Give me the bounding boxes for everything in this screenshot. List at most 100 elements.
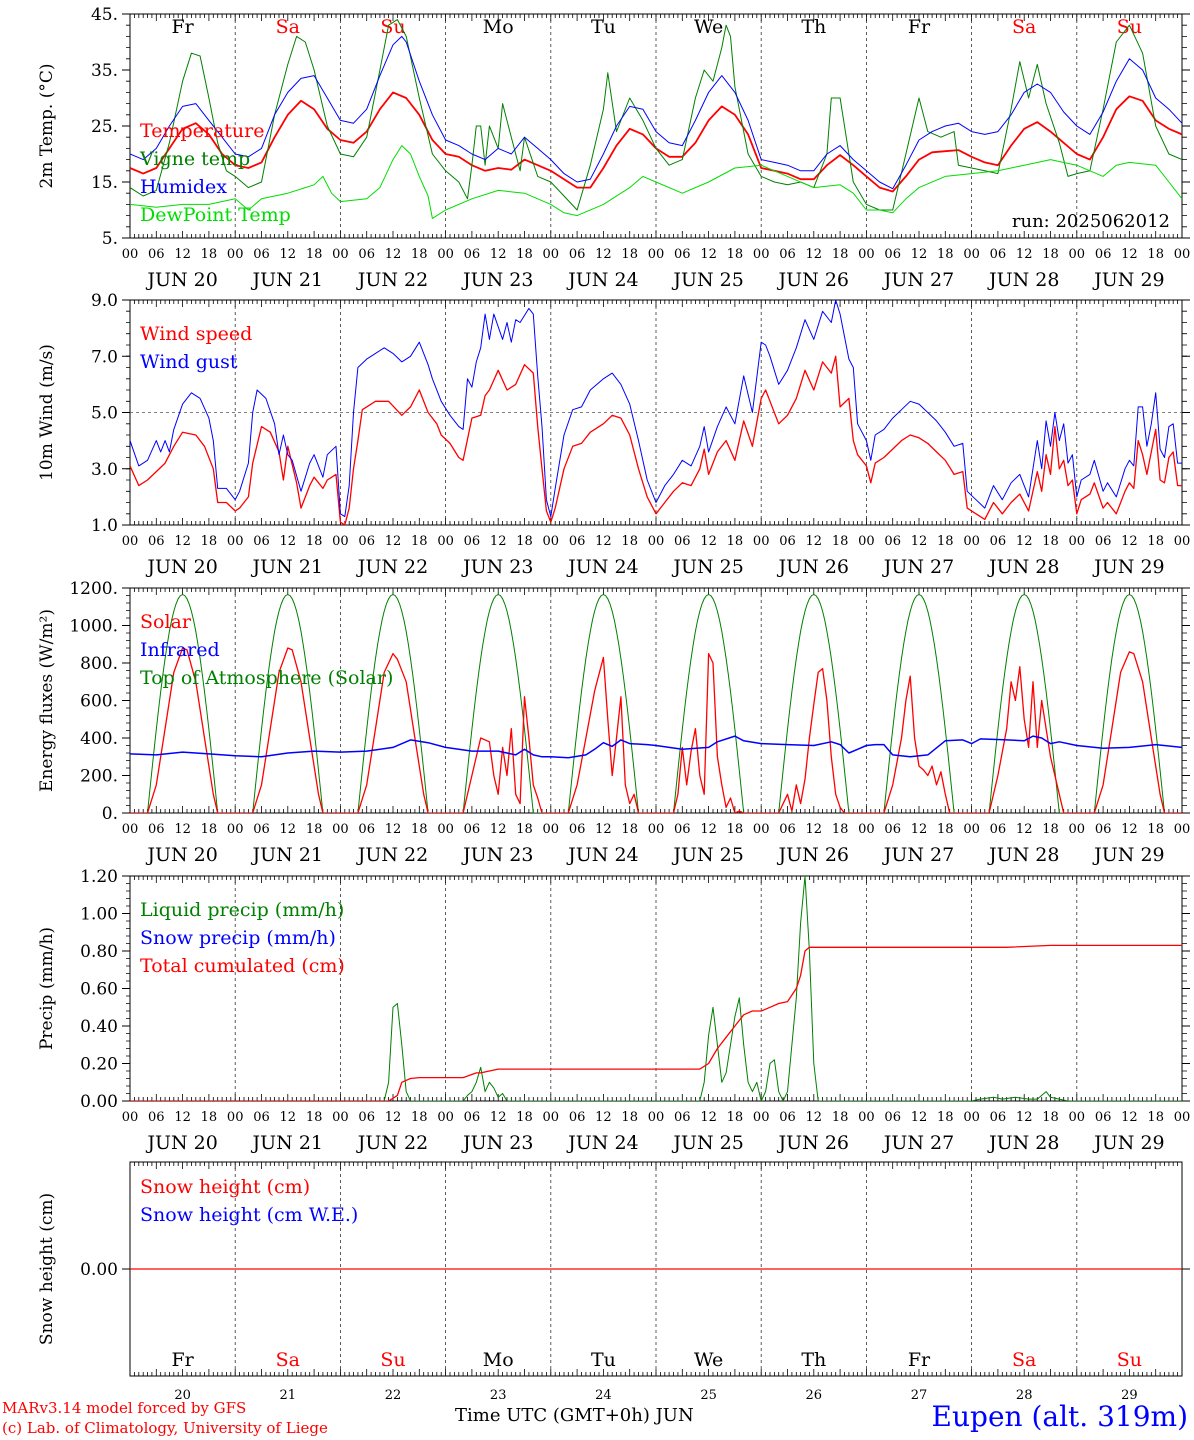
hour-tick-label: 12 bbox=[174, 534, 191, 549]
hour-tick-label: 18 bbox=[411, 822, 428, 837]
y-tick-label: 9.0 bbox=[91, 291, 118, 311]
hour-tick-label: 06 bbox=[990, 1110, 1007, 1125]
hour-tick-label: 06 bbox=[253, 1110, 270, 1125]
day-name: Tu bbox=[591, 16, 616, 38]
hour-tick-label: 12 bbox=[806, 1110, 823, 1125]
hour-tick-label: 18 bbox=[1042, 247, 1059, 262]
day-number: 24 bbox=[595, 1388, 612, 1403]
date-label: JUN 27 bbox=[882, 844, 954, 866]
y-axis-label: Precip (mm/h) bbox=[37, 927, 57, 1050]
date-label: JUN 20 bbox=[145, 1132, 217, 1154]
hour-tick-label: 18 bbox=[621, 822, 638, 837]
hour-tick-label: 00 bbox=[1174, 822, 1191, 837]
y-tick-label: 0.00 bbox=[80, 1260, 118, 1280]
hour-tick-label: 00 bbox=[1069, 247, 1086, 262]
series-line-dewpoint-temp bbox=[130, 145, 1182, 219]
hour-tick-label: 12 bbox=[490, 534, 507, 549]
date-label: JUN 22 bbox=[356, 1132, 428, 1154]
day-name: Mo bbox=[483, 1349, 514, 1371]
hour-tick-label: 00 bbox=[437, 247, 454, 262]
hour-tick-label: 06 bbox=[464, 1110, 481, 1125]
day-name: Tu bbox=[591, 1349, 616, 1371]
y-tick-label: 3.0 bbox=[91, 460, 118, 480]
hour-tick-label: 06 bbox=[884, 822, 901, 837]
hour-tick-label: 00 bbox=[1174, 1110, 1191, 1125]
hour-tick-label: 12 bbox=[595, 534, 612, 549]
date-label: JUN 28 bbox=[987, 844, 1059, 866]
plot-frame bbox=[129, 587, 1183, 814]
date-label: JUN 25 bbox=[671, 556, 743, 578]
hour-tick-label: 18 bbox=[1042, 822, 1059, 837]
date-label: JUN 28 bbox=[987, 1132, 1059, 1154]
date-label: JUN 29 bbox=[1092, 556, 1164, 578]
y-tick-label: 7.0 bbox=[91, 347, 118, 367]
panel-2: 1.0 3.0 5.0 7.0 9.0 10m Wind (m/s) 00 06 12 18 JUN… bbox=[37, 291, 1190, 578]
date-label: JUN 26 bbox=[777, 269, 849, 291]
day-name: Sa bbox=[1012, 16, 1036, 38]
date-label: JUN 26 bbox=[777, 1132, 849, 1154]
day-name: Su bbox=[1117, 1349, 1142, 1371]
date-label: JUN 20 bbox=[145, 844, 217, 866]
hour-tick-label: 18 bbox=[516, 1110, 533, 1125]
hour-tick-label: 18 bbox=[516, 534, 533, 549]
date-label: JUN 24 bbox=[566, 1132, 638, 1154]
hour-tick-label: 12 bbox=[1121, 1110, 1138, 1125]
date-label: JUN 25 bbox=[671, 1132, 743, 1154]
hour-tick-label: 06 bbox=[253, 534, 270, 549]
series-line-vigne-temp bbox=[130, 19, 1182, 211]
hour-tick-label: 00 bbox=[122, 247, 139, 262]
date-label: JUN 27 bbox=[882, 1132, 954, 1154]
hour-tick-label: 18 bbox=[727, 534, 744, 549]
hour-tick-label: 12 bbox=[700, 534, 717, 549]
hour-tick-label: 00 bbox=[227, 822, 244, 837]
hour-tick-label: 12 bbox=[1016, 534, 1033, 549]
hour-tick-label: 00 bbox=[437, 1110, 454, 1125]
hour-tick-label: 12 bbox=[806, 534, 823, 549]
y-tick-label: 15. bbox=[91, 173, 118, 193]
hour-tick-label: 06 bbox=[674, 247, 691, 262]
hour-tick-label: 06 bbox=[990, 247, 1007, 262]
hour-tick-label: 00 bbox=[122, 534, 139, 549]
date-label: JUN 29 bbox=[1092, 844, 1164, 866]
day-name: Fr bbox=[171, 1349, 194, 1371]
hour-tick-label: 18 bbox=[201, 1110, 218, 1125]
hour-tick-label: 18 bbox=[306, 247, 323, 262]
day-name: Fr bbox=[908, 16, 931, 38]
hour-tick-label: 12 bbox=[911, 247, 928, 262]
hour-tick-label: 12 bbox=[385, 822, 402, 837]
hour-tick-label: 12 bbox=[280, 822, 297, 837]
hour-tick-label: 06 bbox=[1095, 822, 1112, 837]
day-name: Th bbox=[801, 1349, 826, 1371]
hour-tick-label: 18 bbox=[937, 822, 954, 837]
y-axis-label: 10m Wind (m/s) bbox=[37, 344, 57, 481]
date-label: JUN 24 bbox=[566, 844, 638, 866]
hour-tick-label: 06 bbox=[884, 1110, 901, 1125]
day-number: 23 bbox=[490, 1388, 507, 1403]
day-name: Su bbox=[380, 1349, 405, 1371]
hour-tick-label: 00 bbox=[437, 822, 454, 837]
series-line-solar bbox=[130, 647, 1182, 813]
hour-tick-label: 18 bbox=[306, 822, 323, 837]
y-tick-label: 1200. bbox=[69, 579, 118, 599]
date-label: JUN 22 bbox=[356, 556, 428, 578]
hour-tick-label: 06 bbox=[779, 534, 796, 549]
hour-tick-label: 12 bbox=[490, 247, 507, 262]
y-tick-label: 1.20 bbox=[80, 867, 118, 887]
date-label: JUN 22 bbox=[356, 844, 428, 866]
day-name: We bbox=[694, 16, 723, 38]
hour-tick-label: 06 bbox=[779, 822, 796, 837]
time-axis-label: Time UTC (GMT+0h) JUN bbox=[455, 1405, 694, 1426]
hour-tick-label: 06 bbox=[464, 247, 481, 262]
hour-tick-label: 12 bbox=[280, 1110, 297, 1125]
x-ticks bbox=[129, 876, 1183, 1101]
series-line-liquid-precip-mm-h bbox=[130, 876, 1182, 1101]
hour-tick-label: 06 bbox=[779, 1110, 796, 1125]
hour-tick-label: 18 bbox=[201, 534, 218, 549]
hour-tick-label: 00 bbox=[543, 1110, 560, 1125]
hour-tick-label: 18 bbox=[832, 1110, 849, 1125]
hour-tick-label: 12 bbox=[385, 247, 402, 262]
hour-tick-label: 06 bbox=[358, 247, 375, 262]
lab-credit: (c) Lab. of Climatology, University of L… bbox=[2, 1419, 328, 1437]
hour-tick-label: 06 bbox=[253, 822, 270, 837]
hour-tick-label: 00 bbox=[332, 247, 349, 262]
